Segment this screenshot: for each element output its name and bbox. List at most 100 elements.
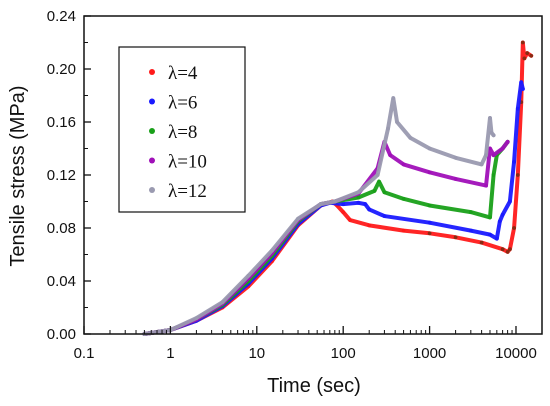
y-tick-label: 0.04 (47, 273, 76, 290)
series-5-point (488, 116, 492, 120)
series-3-point (377, 179, 381, 184)
series-5-point (395, 120, 399, 124)
x-tick-label: 100 (331, 345, 356, 362)
series-2-point (382, 214, 387, 218)
x-tick-label: 0.1 (74, 345, 95, 362)
legend-marker (149, 98, 155, 105)
series-5-point (386, 126, 390, 131)
legend-label: λ=10 (168, 152, 207, 173)
series-2-point (494, 236, 499, 241)
series-1-point (348, 218, 352, 222)
series-3-point (382, 190, 387, 195)
series-2-point (468, 228, 473, 233)
series-3-point (356, 195, 361, 200)
series-5 (142, 96, 496, 336)
series-5-point (194, 316, 199, 320)
legend-item: λ=4 (149, 63, 198, 84)
series-1-point (479, 240, 484, 245)
series-5-point (270, 248, 274, 253)
series-2-point (512, 159, 516, 164)
x-tick-label: 1000 (413, 345, 446, 362)
series-2-point (427, 220, 432, 225)
series-2-point (500, 212, 505, 217)
series-1-point (500, 247, 505, 252)
series-1-point (505, 249, 510, 254)
series-3-point (491, 173, 496, 177)
ticks-layer: 0.00 0.04 0.08 0.12 0.16 0.20 0.24 0.1 1 10 100 100… (47, 8, 537, 362)
series-4-point (453, 177, 458, 181)
x-tick-label: 10000 (495, 345, 537, 362)
series-3-point (488, 215, 492, 220)
series-4-point (488, 146, 492, 151)
series-5-point (332, 199, 337, 204)
series-1-point (453, 235, 458, 240)
y-tick-label: 0.24 (47, 8, 76, 25)
series-3-point (427, 203, 432, 208)
legend-item: λ=8 (149, 122, 197, 143)
series-2-point (497, 219, 502, 224)
series-1-point (525, 51, 530, 55)
series-1-point (515, 173, 520, 177)
series-2-point (507, 199, 512, 204)
series-4-point (505, 139, 510, 144)
legend-marker (149, 128, 155, 134)
series-layer (142, 40, 534, 336)
legend-box (118, 46, 246, 213)
series-5-point (318, 202, 323, 207)
y-tick-label: 0.08 (47, 220, 76, 237)
series-1-point (522, 56, 527, 61)
series-5-point (453, 155, 458, 160)
y-tick-label: 0.00 (47, 326, 76, 343)
legend-item: λ=10 (149, 152, 207, 173)
series-2-point (519, 80, 524, 85)
legend-label: λ=8 (168, 122, 197, 143)
legend-label: λ=4 (168, 63, 198, 84)
series-1-point (529, 53, 534, 58)
series-5-point (408, 136, 413, 140)
x-tick-label: 1 (166, 345, 174, 362)
series-4-point (388, 153, 393, 158)
series-5-point (296, 216, 300, 221)
series-4-point (401, 162, 406, 167)
series-1-point (401, 228, 406, 233)
legend-marker (149, 157, 155, 164)
legend-marker (149, 187, 155, 193)
series-2-point (367, 207, 372, 212)
series-2-point (341, 202, 346, 207)
series-5-point (356, 190, 361, 195)
series-2-point (520, 86, 525, 91)
x-tick-label: 10 (248, 345, 265, 362)
series-2-point (356, 200, 361, 205)
legend-item: λ=6 (149, 93, 197, 114)
series-4-point (427, 170, 432, 175)
legend-marker (149, 69, 155, 75)
series-4-point (491, 153, 496, 158)
y-tick-label: 0.20 (47, 61, 76, 78)
series-2-point (488, 232, 492, 237)
y-tick-label: 0.12 (47, 167, 76, 184)
series-4-point (500, 146, 505, 151)
series-1-point (367, 223, 372, 228)
series-5-point (391, 96, 396, 101)
series-5-point (491, 133, 496, 138)
series-5-point (427, 146, 432, 151)
series-5-point (484, 153, 488, 158)
series-3-point (372, 189, 377, 193)
series-3-point (401, 196, 406, 201)
series-1-point (520, 40, 525, 45)
series-5-point (479, 162, 484, 167)
y-tick-label: 0.16 (47, 114, 76, 131)
series-5-point (375, 173, 380, 177)
series-2-point (515, 106, 520, 111)
series-5-point (246, 273, 251, 278)
x-axis-title: Time (sec) (267, 375, 361, 397)
series-5-point (220, 300, 225, 305)
legend: λ=4 λ=6 λ=8 λ=10 λ=12 (118, 46, 246, 213)
series-line-5 (142, 96, 496, 336)
legend-item: λ=12 (149, 181, 207, 202)
series-1-point (512, 226, 516, 230)
series-1-point (341, 210, 346, 215)
series-1-point (507, 247, 512, 252)
